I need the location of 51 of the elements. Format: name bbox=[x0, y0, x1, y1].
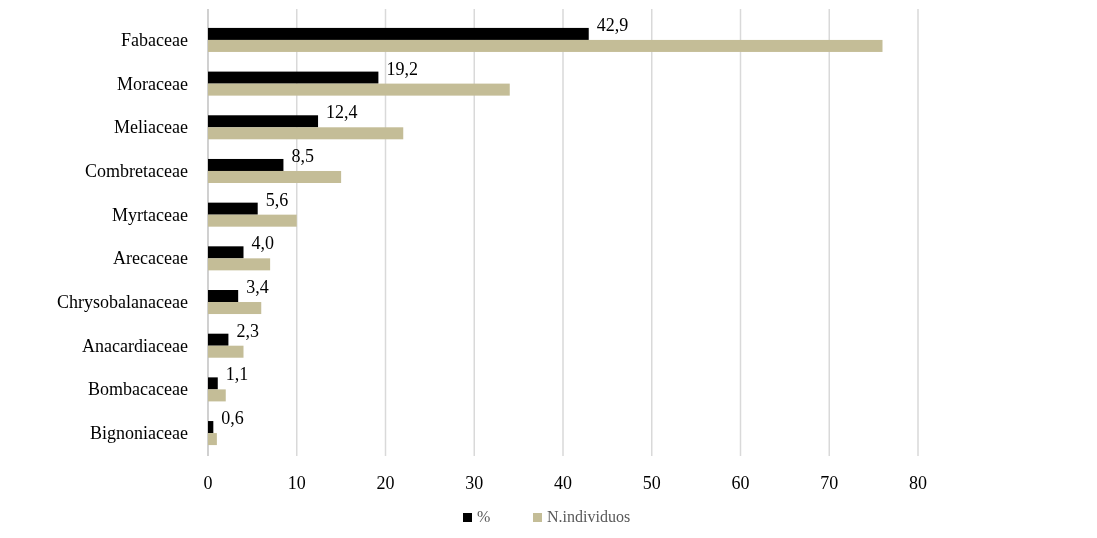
bar bbox=[208, 127, 404, 140]
y-tick-label: Meliaceae bbox=[114, 117, 188, 138]
bar bbox=[208, 258, 271, 271]
bar bbox=[208, 83, 510, 96]
bar bbox=[208, 333, 229, 346]
y-tick-label: Combretaceae bbox=[85, 160, 189, 181]
data-label: 2,3 bbox=[236, 320, 259, 341]
x-tick-label: 80 bbox=[909, 473, 927, 493]
bar bbox=[208, 377, 218, 390]
data-label: 1,1 bbox=[225, 364, 249, 385]
data-label: 5,6 bbox=[265, 189, 289, 210]
bar bbox=[208, 214, 297, 227]
y-tick-label: Bignoniaceae bbox=[90, 423, 188, 444]
data-label: 19,2 bbox=[386, 58, 418, 79]
data-label: 12,4 bbox=[326, 102, 358, 123]
legend-label: N.individuos bbox=[547, 508, 631, 525]
y-tick-label: Myrtaceae bbox=[112, 204, 188, 225]
x-tick-label: 20 bbox=[376, 473, 395, 493]
bar bbox=[208, 421, 214, 434]
y-tick-label: Anacardiaceae bbox=[82, 335, 188, 356]
bar bbox=[208, 170, 342, 183]
x-tick-label: 70 bbox=[820, 473, 839, 493]
bar bbox=[208, 345, 244, 358]
bar bbox=[208, 246, 244, 259]
bar bbox=[208, 158, 284, 171]
bar bbox=[208, 202, 258, 215]
x-tick-label: 10 bbox=[287, 473, 306, 493]
x-tick-label: 60 bbox=[731, 473, 750, 493]
x-tick-label: 0 bbox=[203, 473, 213, 493]
data-label: 4,0 bbox=[251, 233, 274, 254]
x-tick-label: 50 bbox=[642, 473, 661, 493]
bar bbox=[208, 27, 589, 40]
y-tick-label: Arecaceae bbox=[113, 248, 189, 269]
bar bbox=[208, 290, 239, 303]
bar bbox=[208, 115, 319, 128]
bar bbox=[208, 71, 379, 84]
bar bbox=[208, 39, 883, 52]
data-label: 0,6 bbox=[221, 408, 244, 429]
legend-label: % bbox=[477, 508, 491, 525]
y-tick-label: Bombacaceae bbox=[88, 379, 188, 400]
data-label: 8,5 bbox=[291, 145, 314, 166]
bar bbox=[208, 389, 226, 402]
y-tick-label: Chrysobalanaceae bbox=[57, 292, 188, 313]
y-tick-label: Fabaceae bbox=[121, 29, 188, 50]
y-tick-label: Moraceae bbox=[117, 73, 188, 94]
data-label: 3,4 bbox=[246, 277, 269, 298]
bar bbox=[208, 302, 262, 315]
data-label: 42,9 bbox=[596, 14, 629, 35]
x-tick-label: 30 bbox=[465, 473, 484, 493]
bar bbox=[208, 433, 217, 446]
x-tick-label: 40 bbox=[554, 473, 572, 493]
